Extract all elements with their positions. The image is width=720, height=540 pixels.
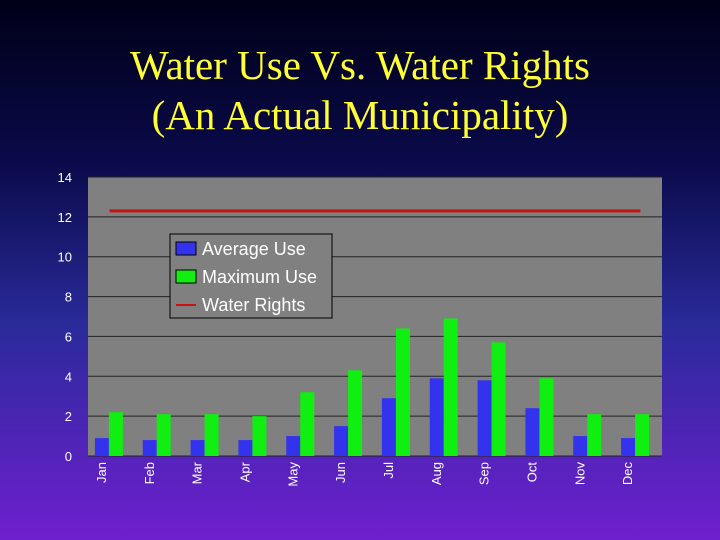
x-tick-label: Mar [190, 461, 205, 484]
bar-average-use [381, 398, 396, 456]
legend-swatch-average-use [175, 241, 197, 256]
y-tick-label: 8 [65, 290, 72, 305]
bar-average-use [286, 436, 301, 456]
bar-maximum-use [491, 342, 506, 456]
legend: Average Use Maximum Use Water Rights [169, 233, 333, 319]
x-tick-label: Nov [572, 462, 587, 486]
bar-maximum-use [300, 392, 315, 456]
bar-average-use [334, 426, 349, 456]
x-axis-ticks: Jan Feb Mar Apr May Jun Jul Aug Sep Oct Nov Dec [94, 461, 635, 486]
bar-average-use [525, 408, 540, 456]
x-tick-label: Jan [94, 462, 109, 483]
bar-maximum-use [108, 412, 123, 456]
x-tick-label: Sep [477, 462, 492, 485]
bar-maximum-use [156, 414, 171, 456]
bar-average-use [621, 438, 636, 456]
bar-average-use [142, 440, 157, 456]
y-tick-label: 4 [65, 369, 72, 384]
bar-maximum-use [395, 328, 410, 456]
y-tick-label: 12 [58, 210, 72, 225]
x-tick-label: Oct [524, 462, 539, 483]
y-tick-label: 14 [58, 170, 72, 185]
bar-average-use [573, 436, 588, 456]
bar-maximum-use [539, 378, 554, 456]
bars [94, 318, 650, 456]
legend-box [169, 233, 333, 319]
x-tick-label: Jun [333, 462, 348, 483]
x-tick-label: Aug [429, 462, 444, 485]
title-line-2: (An Actual Municipality) [151, 92, 569, 138]
bar-average-use [238, 440, 253, 456]
legend-label: Average Use [202, 239, 306, 259]
x-tick-label: Dec [620, 462, 635, 486]
bar-maximum-use [443, 318, 458, 456]
x-tick-label: May [285, 462, 300, 487]
bar-average-use [429, 378, 444, 456]
y-tick-label: 2 [65, 409, 72, 424]
y-axis-ticks: 0 2 4 6 8 10 12 14 [58, 170, 72, 464]
y-tick-label: 6 [65, 329, 72, 344]
legend-swatch-maximum-use [175, 269, 197, 284]
bar-average-use [477, 380, 492, 456]
x-tick-label: Apr [237, 461, 252, 482]
title-line-1: Water Use Vs. Water Rights [130, 42, 590, 88]
y-tick-label: 0 [65, 449, 72, 464]
bar-maximum-use [635, 414, 650, 456]
slide-title: Water Use Vs. Water Rights (An Actual Mu… [0, 40, 720, 140]
bar-average-use [190, 440, 205, 456]
y-tick-label: 10 [58, 250, 72, 265]
legend-label: Water Rights [202, 295, 305, 315]
x-tick-label: Feb [142, 462, 157, 484]
bar-average-use [94, 438, 109, 456]
bar-maximum-use [587, 414, 602, 456]
x-tick-label: Jul [381, 462, 396, 479]
bar-maximum-use [252, 416, 267, 456]
bar-maximum-use [204, 414, 219, 456]
bar-maximum-use [348, 370, 363, 456]
legend-label: Maximum Use [202, 267, 317, 287]
